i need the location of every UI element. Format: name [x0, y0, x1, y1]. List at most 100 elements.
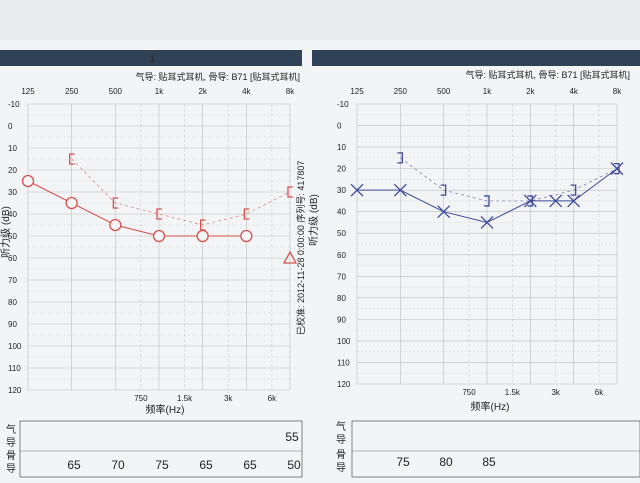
left-y-tick-label: 100 [8, 342, 22, 351]
right-x-marker [393, 183, 407, 197]
left-x-bottom-tick-label: 750 [134, 394, 148, 403]
right-y-tick-label: 120 [337, 380, 351, 389]
left-y-tick-label: 50 [8, 232, 17, 241]
right-y-tick-label: 0 [337, 122, 342, 131]
right-bone-label-2: 导 [336, 462, 346, 474]
left-series-0-line [27, 180, 247, 237]
left-y-axis-label: 听力级 (dB) [0, 206, 12, 258]
right-y-tick-label: 60 [337, 251, 346, 260]
left-x-top-tick-label: 8k [286, 87, 295, 96]
right-y-tick-label: 50 [337, 229, 346, 238]
right-x-top-tick-label: 8k [613, 87, 622, 96]
left-y-tick-label: 40 [8, 210, 17, 219]
left-bone-label-1: 骨 [6, 450, 16, 462]
right-header: 气导: 贴耳式耳机, 骨导: B71 [贴耳式耳机] [465, 69, 630, 80]
right-y-tick-label: -10 [337, 100, 349, 109]
calibration-note: 已校准: 2012-11-28 0:00:00 序列号: 417807 [295, 161, 306, 335]
left-bracket-left-marker [156, 208, 162, 220]
right-x-top-tick-label: 500 [437, 87, 451, 96]
left-x-bottom-tick-label: 6k [268, 394, 277, 403]
left-circle-marker [21, 174, 35, 188]
left-title-bar-label: 1 [150, 54, 155, 64]
left-y-tick-label: 110 [8, 364, 21, 373]
left-bone-label-2: 导 [6, 463, 16, 475]
right-title-bar [312, 50, 640, 66]
right-bone-cell: 85 [482, 455, 496, 469]
left-circle-marker [196, 229, 209, 243]
left-bracket-left-marker [287, 186, 293, 198]
right-bracket-right-marker [397, 152, 403, 164]
right-ear-audiogram: -10 0 10 20 30 40 50 60 70 80 90 100 110 120 125 250 500… [337, 87, 624, 397]
right-series-0-line [357, 168, 618, 223]
left-y-tick-label: 60 [8, 254, 17, 263]
right-x-marker [437, 205, 451, 219]
left-bone-cell: 65 [243, 458, 257, 472]
right-y-tick-label: 80 [337, 294, 346, 303]
paper [0, 40, 640, 483]
right-bracket-right-marker [570, 184, 577, 196]
right-bracket-right-marker [614, 162, 620, 175]
right-x-marker [610, 162, 624, 176]
right-tick-labels: -10 0 10 20 30 40 50 60 70 80 90 100 110 120 125 250 500… [337, 87, 622, 397]
left-bracket-left-marker [200, 219, 206, 231]
right-y-tick-label: 40 [337, 208, 346, 217]
left-bracket-left-marker [112, 197, 119, 209]
left-x-top-tick-label: 2k [198, 87, 207, 96]
left-bracket-left-marker [69, 153, 75, 165]
left-y-tick-label: 90 [8, 320, 17, 329]
left-x-top-tick-label: 4k [242, 87, 251, 96]
left-y-tick-label: -10 [8, 100, 20, 109]
right-x-bottom-tick-label: 1.5k [505, 388, 521, 397]
left-y-tick-label: 0 [8, 122, 13, 131]
left-air-cell: 55 [285, 430, 299, 444]
left-bone-cell: 70 [111, 458, 125, 472]
right-bone-cell: 80 [439, 455, 453, 469]
right-bone-cell: 75 [396, 455, 410, 469]
right-bracket-right-marker [527, 195, 533, 207]
left-bone-cell: 75 [155, 458, 169, 472]
right-y-tick-label: 110 [337, 358, 350, 367]
right-air-label-1: 气 [336, 420, 346, 433]
left-x-top-tick-label: 250 [65, 87, 79, 96]
right-x-marker [567, 194, 581, 208]
right-y-tick-label: 90 [337, 315, 346, 324]
right-x-bottom-tick-label: 6k [595, 388, 604, 397]
left-circle-marker [109, 218, 122, 232]
right-grid [356, 103, 618, 385]
right-bone-label-1: 骨 [336, 449, 346, 461]
left-circle-marker [240, 229, 253, 243]
left-x-top-tick-label: 125 [21, 87, 35, 96]
right-y-tick-label: 20 [337, 165, 346, 174]
left-table-frame [19, 420, 303, 478]
right-bracket-right-marker [440, 184, 447, 196]
left-series [21, 153, 298, 264]
left-y-tick-label: 20 [8, 166, 17, 175]
right-y-tick-label: 10 [337, 143, 346, 152]
left-bone-cell: 50 [287, 458, 301, 472]
left-x-top-tick-label: 500 [109, 87, 123, 96]
left-circle-marker [152, 229, 166, 243]
right-series [350, 152, 624, 229]
left-bone-row: 65 70 75 65 65 50 [67, 458, 301, 472]
left-y-tick-label: 80 [8, 298, 17, 307]
left-air-label-1: 气 [6, 423, 16, 436]
right-y-tick-label: 30 [337, 186, 346, 195]
right-y-tick-label: 100 [337, 337, 351, 346]
right-series-1-line [400, 157, 618, 202]
left-air-label-2: 导 [6, 437, 16, 449]
right-bone-row: 75 80 85 [396, 455, 496, 469]
left-y-tick-label: 10 [8, 144, 17, 153]
right-table-frame [351, 420, 640, 478]
right-x-top-tick-label: 125 [350, 87, 364, 96]
right-x-marker [549, 194, 563, 208]
left-bone-cell: 65 [199, 458, 213, 472]
left-bracket-left-marker [243, 208, 250, 220]
left-x-top-tick-label: 1k [155, 87, 164, 96]
left-header: 气导: 贴耳式耳机, 骨导: B71 [贴耳式耳机] [135, 71, 300, 82]
left-ear-audiogram: -10 0 10 20 30 40 50 60 70 80 90 100 110 120 125 250 500… [8, 87, 298, 403]
right-x-top-tick-label: 2k [526, 87, 535, 96]
right-x-top-tick-label: 1k [483, 87, 492, 96]
left-circle-marker [65, 196, 78, 210]
right-x-top-tick-label: 4k [569, 87, 578, 96]
